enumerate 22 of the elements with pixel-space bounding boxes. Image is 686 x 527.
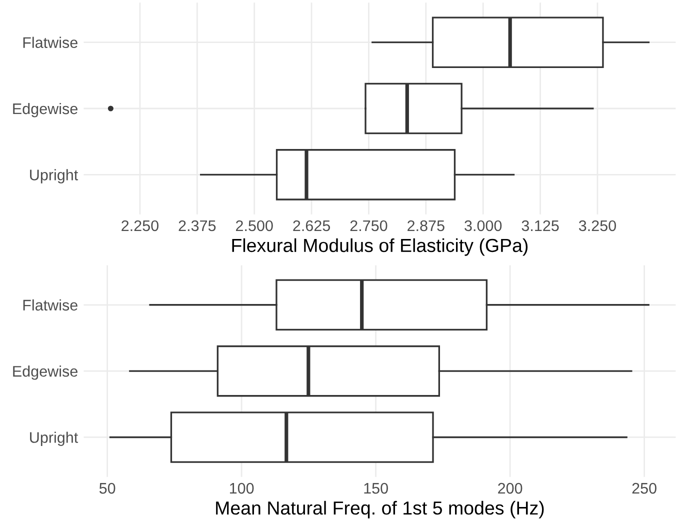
x-axis-title: Mean Natural Freq. of 1st 5 modes (Hz) (216, 500, 544, 518)
x-tick-label: 100 (230, 482, 254, 494)
x-tick-label: 50 (99, 482, 116, 494)
x-tick-label: 2.625 (293, 220, 330, 232)
y-tick-label: Edgewise (13, 102, 78, 118)
x-tick-label: 2.375 (178, 220, 216, 232)
x-tick-label: 2.250 (122, 220, 158, 232)
x-tick-label: 2.500 (236, 220, 273, 232)
x-axis-title: Flexural Modulus of Elasticity (GPa) (232, 238, 528, 256)
x-tick-label: 200 (498, 482, 522, 494)
y-tick-label: Edgewise (13, 366, 78, 380)
y-tick-label: Upright (30, 432, 78, 446)
y-tick-label: Flatwise (23, 299, 78, 311)
x-tick-label: 3.250 (578, 220, 616, 232)
x-tick-label: 3.125 (522, 220, 559, 232)
x-tick-label: 3.000 (464, 220, 502, 232)
x-tick-label: 2.875 (408, 220, 444, 232)
x-tick-label: 150 (364, 482, 388, 494)
y-tick-label: Upright (30, 169, 78, 184)
x-tick-label: 250 (632, 482, 656, 494)
x-tick-label: 2.750 (350, 220, 388, 232)
y-tick-label: Flatwise (23, 36, 78, 48)
